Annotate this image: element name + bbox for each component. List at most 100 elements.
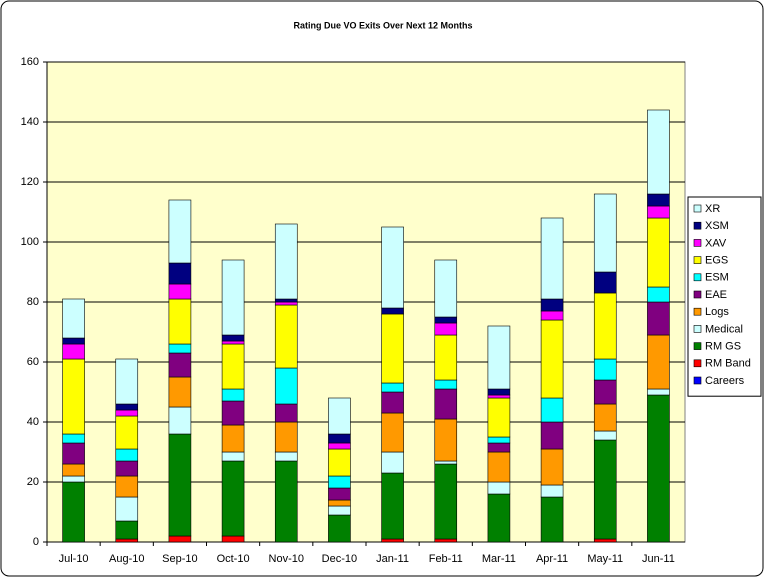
bar-segment: [62, 298, 85, 339]
bar-segment: [487, 481, 511, 495]
bar-segment: [328, 505, 351, 516]
legend-label: RM GS: [705, 341, 741, 353]
bar-segment: [168, 343, 192, 354]
legend-label: XSM: [705, 220, 729, 232]
legend-label: EGS: [705, 255, 728, 267]
legend-swatch: [693, 256, 702, 264]
bar-segment: [115, 538, 139, 543]
legend-label: Careers: [705, 375, 745, 387]
bar-segment: [540, 484, 564, 498]
bar-segment: [381, 472, 404, 540]
y-tick-label: 120: [21, 176, 39, 188]
bar-segment: [115, 403, 139, 411]
legend-swatch: [693, 359, 702, 368]
bar-segment: [328, 442, 351, 450]
legend-swatch: [693, 239, 702, 247]
bar-segment: [647, 205, 670, 219]
bar-segment: [487, 397, 511, 438]
x-tick-label: Feb-11: [429, 553, 463, 565]
bar-segment: [221, 259, 245, 336]
x-tick-label: Aug-10: [109, 553, 144, 565]
bar-segment: [221, 535, 245, 543]
legend-label: ESM: [705, 272, 729, 284]
bar-segment: [593, 430, 617, 441]
bar-segment: [328, 448, 351, 477]
bar-segment: [168, 199, 192, 264]
bar-segment: [381, 226, 404, 309]
bar-segment: [168, 535, 192, 543]
y-tick-label: 160: [21, 56, 39, 68]
bar-segment: [434, 460, 458, 465]
bar-segment: [274, 403, 298, 423]
bar-segment: [434, 322, 458, 336]
x-tick-label: Jul-10: [59, 553, 89, 565]
bar-segment: [274, 421, 298, 453]
bar-segment: [540, 298, 564, 312]
bar-segment: [540, 448, 564, 486]
bar-segment: [487, 325, 511, 390]
bar-segment: [434, 418, 458, 462]
bar-segment: [274, 304, 298, 369]
bar-segment: [593, 358, 617, 381]
x-tick-label: Sep-10: [162, 553, 197, 565]
bar-segment: [168, 433, 192, 537]
bar-segment: [381, 538, 404, 543]
bar-segment: [62, 481, 85, 543]
bar-segment: [62, 442, 85, 465]
bar-segment: [115, 475, 139, 498]
x-tick-label: Dec-10: [322, 553, 357, 565]
legend-swatch: [693, 376, 702, 385]
bar-segment: [168, 406, 192, 435]
bar-segment: [168, 376, 192, 408]
x-tick-label: Jan-11: [376, 553, 409, 565]
bar-segment: [540, 397, 564, 423]
bar-segment: [62, 433, 85, 444]
bar-segment: [168, 298, 192, 345]
bar-segment: [62, 343, 85, 360]
bar-segment: [168, 262, 192, 285]
legend-swatch: [693, 307, 702, 316]
bar-segment: [647, 388, 670, 396]
bar-segment: [115, 409, 139, 417]
bar-segment: [487, 436, 511, 444]
bar-segment: [434, 259, 458, 318]
legend-swatch: [693, 325, 702, 333]
bar-segment: [115, 496, 139, 522]
bar-segment: [221, 340, 245, 345]
bar-segment: [593, 292, 617, 360]
bar-segment: [434, 388, 458, 420]
bar-segment: [647, 193, 670, 207]
bar-segment: [221, 334, 245, 342]
bar-segment: [115, 358, 139, 405]
y-tick-label: 140: [21, 116, 39, 128]
legend-swatch: [693, 221, 702, 230]
bar-segment: [328, 397, 351, 435]
bar-segment: [381, 313, 404, 384]
bar-segment: [62, 463, 85, 477]
bar-segment: [487, 451, 511, 483]
y-tick-label: 40: [27, 416, 39, 428]
bar-segment: [115, 448, 139, 462]
y-tick-label: 20: [27, 476, 39, 488]
bar-segment: [434, 379, 458, 390]
legend-label: RM Band: [705, 358, 751, 370]
bar-segment: [593, 271, 617, 294]
x-tick-label: Nov-10: [269, 553, 304, 565]
bar-segment: [434, 334, 458, 381]
bar-segment: [647, 109, 670, 195]
bar-segment: [487, 394, 511, 399]
bar-segment: [540, 421, 564, 450]
bar-segment: [540, 217, 564, 300]
bar-segment: [381, 307, 404, 315]
bar-segment: [434, 538, 458, 543]
bar-segment: [647, 394, 670, 543]
y-tick-label: 80: [27, 296, 39, 308]
bar-segment: [274, 367, 298, 405]
bar-segment: [274, 451, 298, 462]
y-tick-label: 0: [33, 536, 39, 548]
legend-swatch: [693, 273, 702, 282]
bar-segment: [540, 319, 564, 399]
x-tick-label: Jun-11: [642, 553, 675, 565]
bar-segment: [593, 379, 617, 405]
